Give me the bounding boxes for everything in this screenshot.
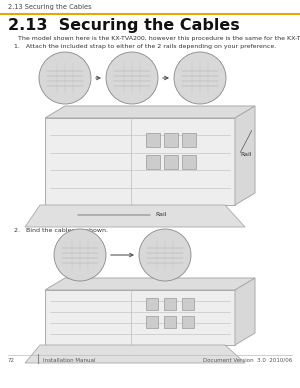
Bar: [182, 133, 196, 147]
Text: Rail: Rail: [155, 213, 166, 218]
Bar: [164, 133, 178, 147]
Bar: [146, 155, 160, 169]
Text: 2.13  Securing the Cables: 2.13 Securing the Cables: [8, 18, 240, 33]
Polygon shape: [25, 205, 245, 227]
Circle shape: [174, 52, 226, 104]
Text: 2.13 Securing the Cables: 2.13 Securing the Cables: [8, 4, 91, 10]
Circle shape: [39, 52, 91, 104]
Bar: [182, 155, 196, 169]
Bar: [182, 298, 194, 310]
Bar: [146, 316, 158, 328]
Bar: [182, 316, 194, 328]
Circle shape: [54, 229, 106, 281]
Text: Rail: Rail: [240, 152, 251, 158]
Circle shape: [106, 52, 158, 104]
Text: Document Version  3.0  2010/06: Document Version 3.0 2010/06: [203, 358, 292, 363]
Polygon shape: [45, 106, 255, 118]
Text: The model shown here is the KX-TVA200, however this procedure is the same for th: The model shown here is the KX-TVA200, h…: [18, 36, 300, 41]
Bar: [146, 298, 158, 310]
Text: 72: 72: [8, 358, 15, 363]
Bar: [45, 118, 235, 205]
Circle shape: [139, 229, 191, 281]
Polygon shape: [235, 278, 255, 345]
Bar: [164, 298, 175, 310]
Bar: [164, 316, 175, 328]
Polygon shape: [25, 345, 245, 363]
Bar: [45, 290, 235, 345]
Bar: [146, 133, 160, 147]
Text: 2.   Bind the cables as shown.: 2. Bind the cables as shown.: [14, 228, 108, 233]
Text: 1.   Attach the included strap to either of the 2 rails depending on your prefer: 1. Attach the included strap to either o…: [14, 44, 276, 49]
Polygon shape: [235, 106, 255, 205]
Bar: [164, 155, 178, 169]
Polygon shape: [45, 278, 255, 290]
Text: Installation Manual: Installation Manual: [43, 358, 95, 363]
